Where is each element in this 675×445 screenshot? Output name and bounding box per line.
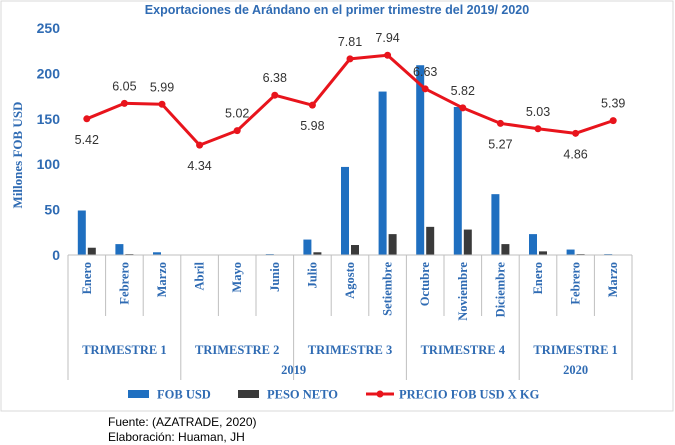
legend-swatch-marker [376,390,384,398]
quarter-label: TRIMESTRE 1 [82,343,166,357]
bar-peso-neto [388,234,397,255]
y-tick-label: 100 [37,156,61,172]
x-tick-label: Julio [305,262,319,288]
y-tick-label: 150 [37,111,61,127]
bar-fob-usd [491,194,500,255]
price-data-label: 7.81 [338,35,362,49]
price-point [158,100,166,108]
chart-frame [0,0,674,412]
y-tick-label: 200 [37,65,61,81]
price-data-label: 6.38 [263,71,287,85]
y-axis-label: Millones FOB USD [10,102,25,209]
bar-peso-neto [351,245,359,255]
x-tick-label: Enero [80,262,94,294]
x-tick-label: Mayo [230,262,244,293]
y-tick-label: 50 [44,202,60,218]
legend: FOB USD PESO NETO PRECIO FOB USD X KG [128,388,540,402]
price-point [384,51,392,59]
x-tick-label: Octubre [418,262,432,307]
price-point [496,119,504,127]
x-tick-label: Diciembre [493,262,507,318]
price-point [346,55,354,63]
quarter-label: TRIMESTRE 1 [533,343,617,357]
bar-fob-usd [303,239,312,255]
x-axis-labels: Enero Febrero Marzo Abril Mayo Junio Julio Agos… [80,261,620,320]
price-data-label: 5.03 [526,105,550,119]
x-tick-label: Febrero [569,262,583,305]
y-tick-label: 250 [37,20,61,36]
x-tick-label: Agosto [343,262,357,299]
price-point [572,129,580,137]
price-point [308,101,316,109]
bar-peso-neto [463,229,472,255]
source-note: Fuente: (AZATRADE, 2020) [108,415,257,429]
price-point [609,117,617,125]
year-label: 2019 [281,363,306,377]
x-tick-label: Setiembre [381,262,395,316]
bar-fob-usd [529,234,537,255]
price-point [120,99,128,107]
legend-label: PESO NETO [267,388,338,402]
price-point [83,115,91,123]
bar-fob-usd [453,106,462,255]
bar-fob-usd [115,244,124,255]
price-data-label: 4.34 [187,159,211,173]
quarter-label: TRIMESTRE 4 [421,343,506,357]
price-data-label: 5.39 [601,97,625,111]
y-tick-label: 0 [52,247,60,263]
quarter-label: TRIMESTRE 2 [195,343,279,357]
price-data-label: 5.02 [225,107,249,121]
x-tick-label: Enero [531,262,545,294]
price-data-label: 6.63 [413,65,437,79]
bar-fob-usd [566,249,575,255]
chart: Exportaciones de Arándano en el primer t… [0,0,674,412]
axes [67,254,633,380]
price-data-label: 4.86 [563,147,587,161]
price-point [271,91,279,99]
y-axis-ticks: 0 50 100 150 200 250 [37,20,61,263]
price-point [534,125,542,133]
bar-peso-neto [501,244,510,255]
legend-label: PRECIO FOB USD X KG [399,388,540,402]
x-tick-label: Febrero [117,262,131,305]
x-tick-label: Marzo [606,262,620,297]
price-data-label: 5.98 [300,119,324,133]
price-point [459,104,467,112]
bar-fob-usd [341,166,349,255]
x-tick-label: Marzo [155,262,169,297]
credit-note: Elaboración: Huaman, JH [108,430,245,444]
bar-peso-neto [539,251,547,255]
chart-title: Exportaciones de Arándano en el primer t… [145,3,529,17]
legend-label: FOB USD [157,388,211,402]
bar-peso-neto [426,226,435,255]
price-data-label: 5.99 [150,80,174,94]
price-point [196,141,204,149]
x-tick-label: Junio [268,262,282,292]
quarter-groups: TRIMESTRE 1 TRIMESTRE 2 TRIMESTRE 3 TRIMEST… [82,343,618,377]
bar-fob-usd [77,210,86,255]
bars [77,65,623,255]
bar-fob-usd [153,252,161,255]
legend-swatch [128,390,149,398]
price-data-label: 7.94 [375,31,399,45]
price-data-label: 5.27 [488,137,512,151]
legend-swatch [238,390,259,398]
x-tick-label: Noviembre [456,262,470,321]
price-data-label: 5.42 [75,133,99,147]
bar-peso-neto [313,252,322,255]
price-data-label: 5.82 [451,84,475,98]
bar-fob-usd [378,91,387,255]
price-point [421,85,429,93]
year-label: 2020 [563,363,588,377]
x-tick-label: Abril [193,261,207,290]
price-point [233,127,241,135]
quarter-label: TRIMESTRE 3 [308,343,392,357]
bar-peso-neto [87,247,96,255]
price-data-label: 6.05 [112,79,136,93]
price-line: 5.42 6.05 5.99 4.34 5.02 6.38 5.98 7.81 7.94 6.63… [75,31,626,173]
bar-fob-usd [416,65,425,255]
